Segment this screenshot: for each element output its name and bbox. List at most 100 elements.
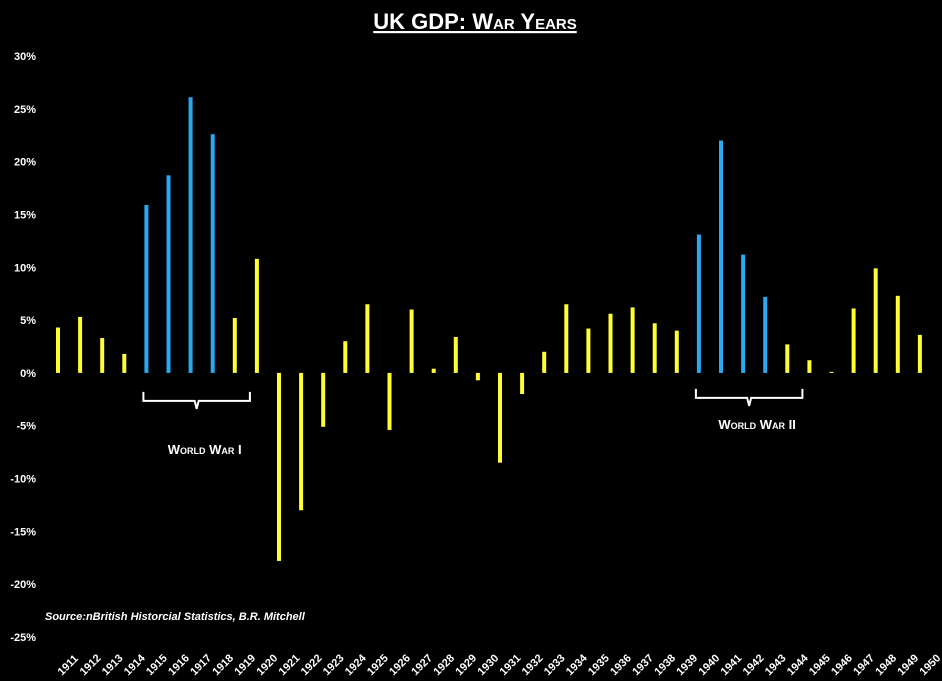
bar-1947 [851, 308, 856, 373]
bar-1914 [122, 353, 127, 373]
bar-1911 [56, 327, 60, 373]
x-tick-label: 1948 [873, 652, 899, 678]
x-tick-label: 1929 [453, 652, 479, 678]
x-tick-label: 1931 [498, 652, 524, 678]
x-tick-label: 1923 [321, 652, 347, 678]
bar-1934 [564, 304, 569, 373]
x-tick-label: 1914 [122, 652, 148, 678]
y-tick-label: -20% [10, 579, 36, 591]
bar-1923 [321, 372, 326, 427]
y-tick-label: 10% [14, 262, 36, 274]
bar-1930 [475, 372, 480, 381]
bar-1912 [78, 316, 83, 373]
bar-1948 [873, 268, 878, 373]
x-tick-label: 1928 [431, 652, 457, 678]
bar-1924 [343, 341, 348, 373]
y-tick-label: -5% [16, 421, 36, 433]
bar-1936 [608, 313, 613, 373]
bar-1929 [453, 336, 458, 373]
bar-1942 [741, 254, 746, 373]
y-tick-label: 0% [20, 368, 36, 380]
x-tick-label: 1936 [608, 652, 634, 678]
x-tick-label: 1913 [100, 652, 126, 678]
x-tick-label: 1939 [674, 652, 700, 678]
bar-1928 [431, 368, 436, 373]
bar-1926 [387, 372, 392, 430]
bar-1919 [232, 317, 237, 373]
x-tick-label: 1924 [343, 652, 369, 678]
bar-1943 [763, 296, 768, 373]
x-tick-label: 1918 [210, 652, 236, 678]
bar-1931 [498, 372, 502, 463]
x-tick-label: 1920 [255, 652, 281, 678]
x-tick-label: 1949 [895, 652, 921, 678]
x-tick-label: 1916 [166, 652, 192, 678]
y-axis: 30% 25% 20% 15% 10% 5% 0% -5% -10% -15% -20% -25% [10, 51, 36, 644]
bar-1915 [144, 204, 149, 373]
source-note: Source:nBritish Historcial Statistics, B… [45, 611, 306, 623]
x-tick-label: 1932 [520, 652, 546, 678]
chart-title: UK GDP: War Years [373, 9, 577, 34]
bar-1941 [719, 140, 723, 373]
y-tick-label: -10% [10, 474, 36, 486]
x-tick-label: 1912 [78, 652, 104, 678]
x-tick-label: 1925 [365, 652, 391, 678]
y-tick-label: -25% [10, 632, 36, 644]
x-tick-label: 1941 [719, 652, 745, 678]
bar-1946 [829, 371, 834, 373]
x-tick-label: 1947 [851, 652, 877, 678]
bar-1940 [696, 234, 701, 373]
x-tick-label: 1937 [630, 652, 656, 678]
x-tick-label: 1945 [807, 652, 833, 678]
y-tick-label: 5% [20, 315, 36, 327]
x-tick-label: 1917 [188, 652, 214, 678]
bar-1932 [520, 372, 525, 395]
y-tick-label: 25% [14, 104, 36, 116]
x-tick-label: 1911 [56, 653, 81, 678]
bar-1916 [166, 175, 171, 373]
bars [56, 97, 922, 561]
bar-1933 [542, 351, 547, 373]
bracket-ww2 [694, 388, 804, 407]
x-tick-label: 1927 [409, 652, 435, 678]
x-tick-label: 1935 [586, 652, 612, 678]
bar-1939 [674, 330, 679, 373]
annotation-ww2: World War II [718, 417, 795, 432]
y-tick-label: -15% [10, 526, 36, 538]
bar-1945 [807, 360, 812, 373]
bracket-ww1 [142, 391, 251, 410]
x-tick-label: 1930 [476, 652, 502, 678]
bar-1938 [652, 323, 657, 373]
y-tick-label: 20% [14, 157, 36, 169]
y-tick-label: 15% [14, 209, 36, 221]
bar-1935 [586, 328, 591, 373]
bar-1950 [917, 334, 922, 373]
bar-1918 [210, 134, 215, 373]
bar-1925 [365, 304, 370, 373]
bar-1922 [299, 372, 304, 511]
x-tick-label: 1919 [232, 652, 258, 678]
annotation-ww1: World War I [168, 442, 242, 457]
bar-1920 [254, 258, 259, 373]
x-tick-label: 1915 [144, 652, 170, 678]
x-tick-label: 1943 [763, 652, 789, 678]
bar-1949 [895, 295, 900, 373]
x-axis: 1911191219131914191519161917191819191920… [56, 652, 942, 678]
x-tick-label: 1926 [387, 652, 413, 678]
bar-1921 [277, 372, 281, 561]
bar-1927 [409, 309, 414, 373]
x-tick-label: 1933 [542, 652, 568, 678]
bar-1937 [630, 307, 635, 373]
x-tick-label: 1950 [918, 652, 942, 678]
bar-1917 [188, 97, 193, 373]
x-tick-label: 1946 [829, 652, 855, 678]
x-tick-label: 1934 [564, 652, 590, 678]
bar-1944 [785, 344, 790, 373]
y-tick-label: 30% [14, 51, 36, 63]
x-tick-label: 1921 [277, 652, 303, 678]
annotations: World War I World War II [142, 388, 804, 457]
x-tick-label: 1944 [785, 652, 811, 678]
x-tick-label: 1938 [652, 652, 678, 678]
x-tick-label: 1922 [299, 652, 325, 678]
